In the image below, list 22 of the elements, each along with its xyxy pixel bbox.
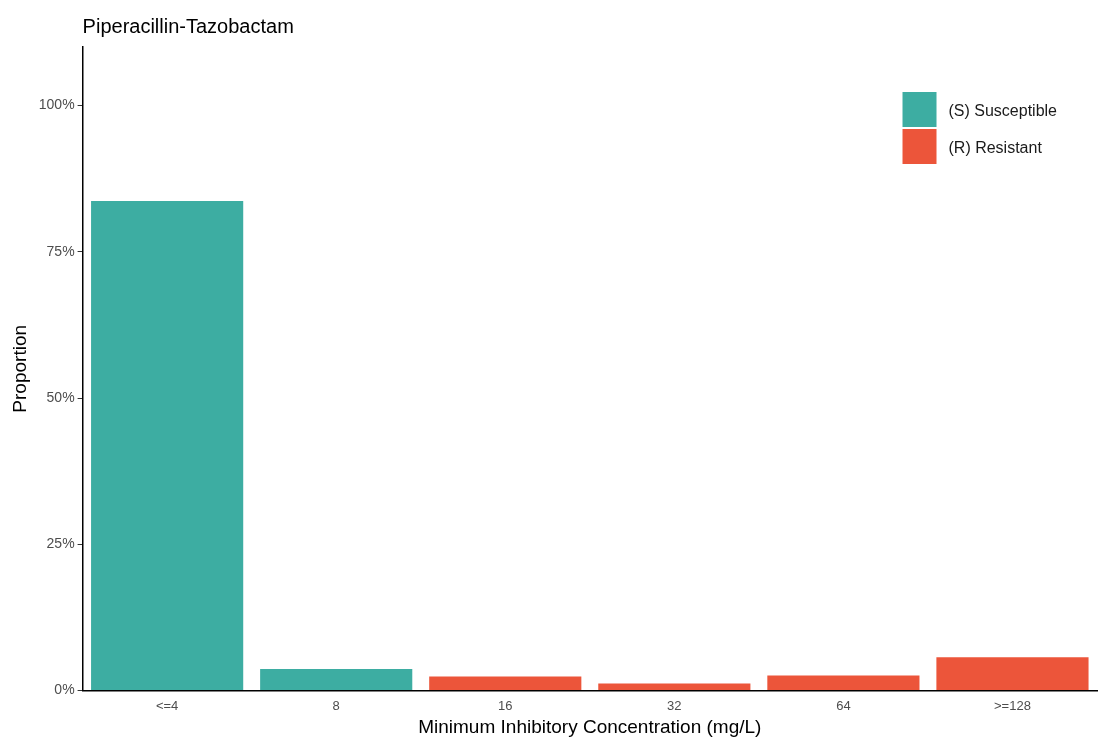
y-axis-title: Proportion xyxy=(8,324,30,413)
x-tick-label: 32 xyxy=(667,697,682,713)
x-tick-label: <=4 xyxy=(155,697,179,713)
x-axis-title: Minimum Inhibitory Concentration (mg/L) xyxy=(418,715,762,737)
y-tick-label: 0% xyxy=(54,681,75,698)
y-tick-label: 25% xyxy=(46,535,75,552)
chart-title: Piperacillin-Tazobactam xyxy=(82,15,294,37)
legend-label: (S) Susceptible xyxy=(948,102,1058,120)
x-tick-label: >=128 xyxy=(994,697,1031,713)
x-tick-label: 16 xyxy=(498,697,513,713)
bar xyxy=(767,675,920,691)
y-tick-label: 50% xyxy=(46,388,75,405)
bar xyxy=(91,200,244,691)
y-tick-label: 75% xyxy=(46,242,75,259)
bar xyxy=(260,668,413,691)
x-tick-label: 8 xyxy=(332,697,340,713)
y-tick-label: 100% xyxy=(38,96,75,113)
bar xyxy=(598,683,751,691)
x-tick-label: 64 xyxy=(836,697,851,713)
bar xyxy=(429,676,582,691)
bar xyxy=(936,657,1089,691)
legend-label: (R) Resistant xyxy=(948,139,1043,157)
